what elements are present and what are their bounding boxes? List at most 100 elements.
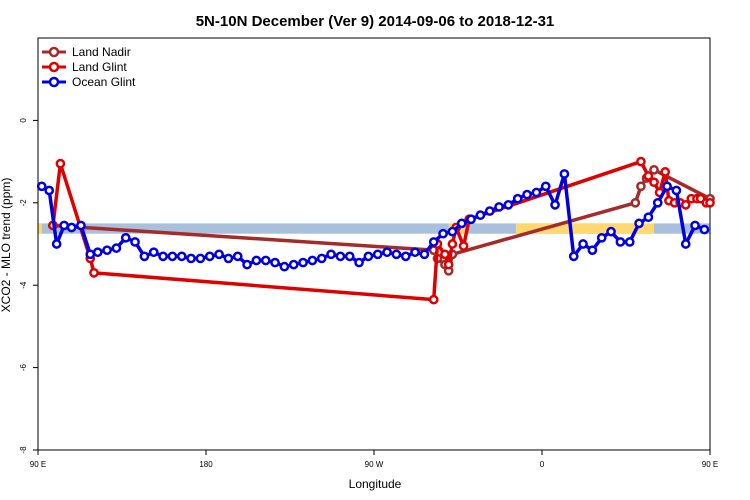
legend-label: Land Glint <box>72 60 127 74</box>
data-point <box>636 156 646 167</box>
data-point <box>288 259 299 270</box>
data-point <box>447 226 458 237</box>
data-point <box>624 237 635 247</box>
data-point <box>158 251 168 262</box>
data-point <box>232 251 243 262</box>
data-point <box>636 181 646 192</box>
data-point <box>148 247 159 258</box>
data-point <box>372 249 383 260</box>
data-point <box>354 257 364 268</box>
y-tick-label: -4 <box>19 281 28 289</box>
data-point <box>615 237 626 247</box>
data-point <box>139 251 150 262</box>
data-point <box>102 245 112 256</box>
data-point <box>512 193 523 204</box>
data-point <box>279 261 290 272</box>
data-point <box>59 220 69 231</box>
data-point <box>540 181 551 192</box>
data-point <box>251 255 262 266</box>
data-point <box>559 169 570 179</box>
data-point <box>307 255 318 266</box>
data-point <box>400 251 411 262</box>
data-point <box>55 158 66 169</box>
x-tick-label: 90 E <box>30 460 46 469</box>
data-point <box>242 259 252 270</box>
data-point <box>447 239 458 249</box>
y-tick-label: -8 <box>19 446 28 454</box>
data-point <box>167 251 178 262</box>
data-point <box>630 197 641 208</box>
data-point <box>456 218 467 229</box>
data-point <box>440 249 450 260</box>
latitude-band-ocean <box>38 223 710 234</box>
data-point <box>195 253 206 264</box>
data-point <box>494 202 504 212</box>
data-point <box>76 220 86 231</box>
data-point <box>643 212 654 223</box>
x-tick-label: 90 E <box>702 460 718 469</box>
chart-title: 5N-10N December (Ver 9) 2014-09-06 to 20… <box>196 13 555 30</box>
data-point <box>680 200 691 210</box>
data-point <box>680 239 691 249</box>
data-point <box>531 187 542 198</box>
data-point <box>260 255 271 266</box>
data-point <box>85 249 96 260</box>
data-point <box>690 220 700 231</box>
data-point <box>596 232 607 243</box>
data-point <box>587 245 598 256</box>
data-point <box>419 249 430 260</box>
series-line <box>40 172 706 269</box>
data-point <box>643 171 654 181</box>
data-point <box>204 251 215 262</box>
legend-swatch-point <box>48 46 60 58</box>
data-point <box>475 210 486 221</box>
latitude-band-land-2 <box>515 223 654 234</box>
data-point <box>484 206 495 216</box>
data-point <box>270 257 280 268</box>
data-point <box>660 167 671 177</box>
y-axis-label: XCO2 - MLO trend (ppm) <box>0 178 13 313</box>
data-point <box>466 214 476 225</box>
y-tick-label: -2 <box>19 199 28 207</box>
data-point <box>44 185 55 196</box>
data-point <box>428 237 439 247</box>
data-point <box>438 228 448 239</box>
legend-label: Land Nadir <box>72 45 131 59</box>
data-point <box>391 249 402 260</box>
data-point <box>550 200 560 210</box>
x-axis-label: Longitude <box>349 477 402 491</box>
data-point <box>316 253 327 264</box>
data-point <box>120 232 131 243</box>
data-point <box>634 218 644 229</box>
data-point <box>671 185 682 196</box>
data-point <box>298 257 308 268</box>
y-tick-label: 0 <box>19 118 28 123</box>
y-tick-label: -6 <box>19 363 28 371</box>
data-point <box>503 200 514 210</box>
data-point <box>363 251 374 262</box>
data-point <box>214 249 224 260</box>
legend-swatch-point <box>48 76 60 88</box>
data-point <box>176 251 187 262</box>
x-tick-label: 90 W <box>365 460 384 469</box>
data-point <box>36 181 47 192</box>
data-point <box>705 197 715 208</box>
data-point <box>51 239 62 249</box>
data-point <box>89 267 99 278</box>
data-point <box>344 251 355 262</box>
data-point <box>699 224 710 235</box>
data-point <box>186 253 196 264</box>
data-point <box>606 226 616 237</box>
data-point <box>326 249 336 260</box>
legend-label: Ocean Glint <box>72 75 136 89</box>
axes: 90 E 180 90 W 0 90 E 0 -2 -4 -6 -8 <box>19 118 718 469</box>
legend-item: Land Nadir <box>42 45 131 59</box>
data-point <box>223 253 234 264</box>
series-layer <box>36 156 715 305</box>
data-point <box>66 222 77 233</box>
data-point <box>443 259 454 270</box>
data-point <box>458 241 469 251</box>
data-point <box>111 243 122 253</box>
